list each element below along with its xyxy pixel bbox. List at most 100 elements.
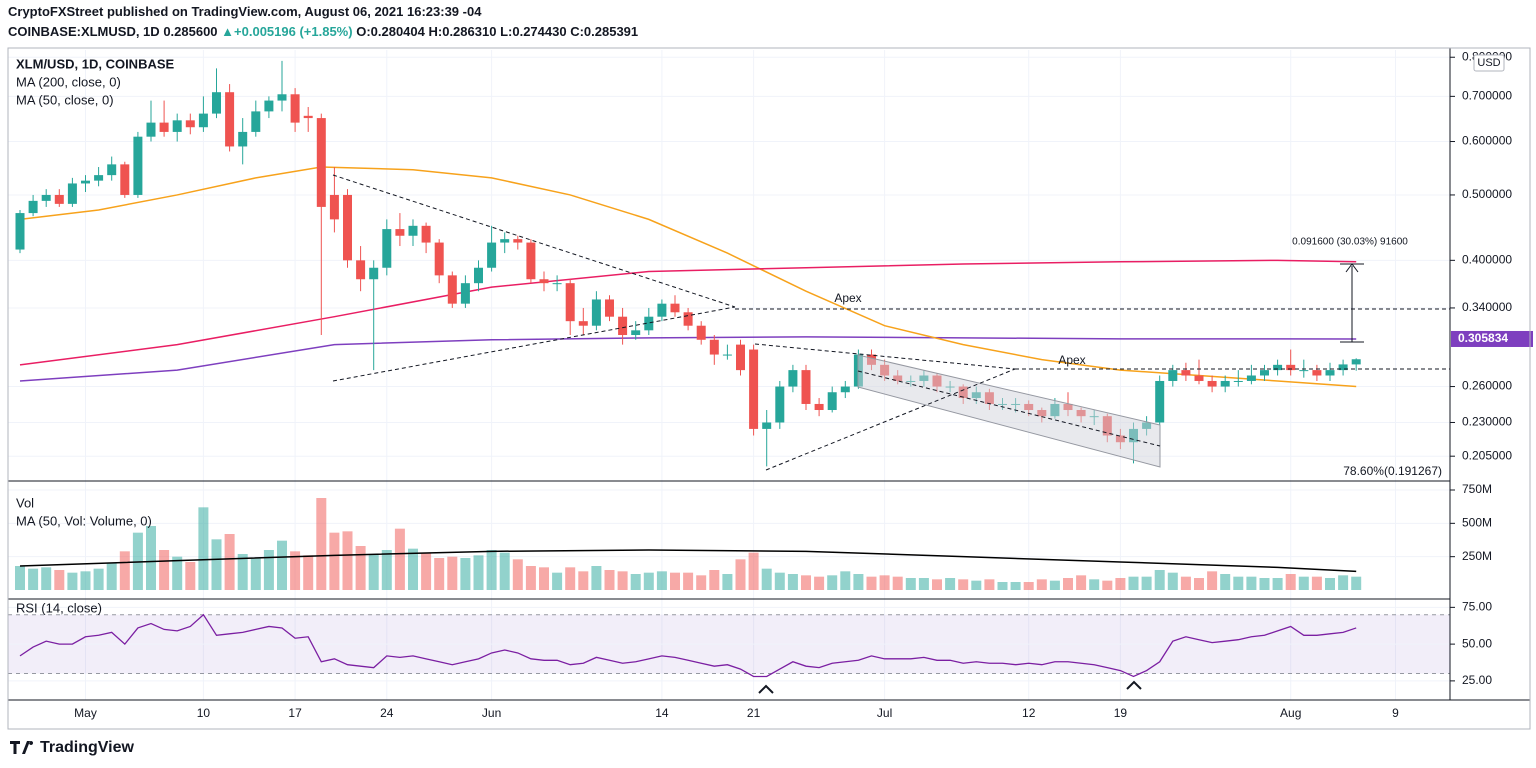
candle-body xyxy=(736,344,745,371)
candle-body xyxy=(775,386,785,423)
volume-bar xyxy=(565,567,576,590)
y-tick-label: 750M xyxy=(1462,482,1492,496)
candle-body xyxy=(696,325,706,340)
y-tick-label: 0.700000 xyxy=(1462,89,1512,103)
x-tick-label: 9 xyxy=(1392,706,1399,720)
publisher: CryptoFXStreet published on TradingView.… xyxy=(8,4,482,19)
volume-bar xyxy=(1063,578,1073,590)
volume-bar xyxy=(683,572,694,590)
candle-body xyxy=(303,115,313,119)
volume-bar xyxy=(853,574,864,590)
y-tick-label: 0.230000 xyxy=(1462,415,1512,429)
volume-bar xyxy=(984,579,995,590)
volume-bar xyxy=(250,558,261,590)
volume-bar xyxy=(827,575,838,590)
volume-bar xyxy=(1298,576,1309,590)
candle-body xyxy=(1181,370,1191,376)
volume-bar xyxy=(617,571,628,590)
candle-body xyxy=(670,303,680,313)
candle-body xyxy=(749,349,759,429)
volume-bar xyxy=(1285,574,1296,590)
candle-body xyxy=(198,113,208,128)
volume-bar xyxy=(277,540,287,590)
candle-body xyxy=(15,213,25,250)
volume-bar xyxy=(840,571,851,590)
candle-body xyxy=(709,339,719,355)
rsi-line xyxy=(19,613,1357,678)
candle-body xyxy=(382,229,392,268)
apex-label: Apex xyxy=(834,291,861,305)
candle-body xyxy=(251,111,261,132)
candle-body xyxy=(1233,380,1243,382)
volume-bar xyxy=(1180,576,1191,590)
volume-bar xyxy=(1259,578,1270,590)
candle-body xyxy=(356,260,366,280)
candle-body xyxy=(552,283,562,285)
volume-bar xyxy=(539,567,549,590)
x-tick-label: 14 xyxy=(655,706,669,720)
volume-bar xyxy=(932,579,942,590)
volume-bar xyxy=(1141,576,1152,590)
candle-body xyxy=(578,321,588,326)
candle-body xyxy=(1194,375,1204,381)
candle-body xyxy=(722,354,732,356)
volume-bar xyxy=(198,507,209,590)
ma-line xyxy=(19,336,1357,382)
channel-mid xyxy=(857,370,1161,447)
volume-bar xyxy=(1233,576,1244,590)
volume-bar xyxy=(656,571,667,590)
volume-bar xyxy=(80,571,91,590)
volume-bar xyxy=(421,552,432,590)
candle-body xyxy=(395,229,405,236)
candle-body xyxy=(591,299,601,326)
volume-bar xyxy=(1115,578,1126,590)
volume-bar xyxy=(945,578,956,590)
x-tick-label: 19 xyxy=(1114,706,1128,720)
candle-body xyxy=(369,267,379,280)
candle-body xyxy=(618,316,628,336)
volume-bar xyxy=(630,574,641,590)
y-tick-label: 0.340000 xyxy=(1462,300,1512,314)
x-tick-label: 24 xyxy=(380,706,394,720)
volume-bar xyxy=(591,566,602,590)
ma-line xyxy=(19,259,1357,366)
candle-body xyxy=(81,180,90,184)
candle-body xyxy=(605,299,614,317)
volume-bar xyxy=(368,554,379,590)
volume-bar xyxy=(159,550,170,590)
marks-layer: 0.8000000.7000000.6000000.5000000.400000… xyxy=(8,49,1533,720)
volume-bar xyxy=(525,566,536,590)
volume-bar xyxy=(41,567,52,590)
y-tick-label: 0.500000 xyxy=(1462,187,1512,201)
volume-bar xyxy=(434,558,445,590)
volume-bar xyxy=(460,558,471,590)
volume-bar xyxy=(54,570,65,590)
legend-entry: MA (50, Vol: Volume, 0) xyxy=(16,513,152,528)
candle-body xyxy=(1325,370,1335,376)
candle-body xyxy=(434,242,444,276)
volume-bar xyxy=(774,572,785,590)
candle-body xyxy=(1351,359,1361,365)
currency-box[interactable] xyxy=(1473,54,1505,72)
candle-body xyxy=(225,92,235,147)
volume-bar xyxy=(1076,575,1087,590)
candle-body xyxy=(474,267,483,284)
apex-label: Apex xyxy=(1058,353,1085,367)
candle-body xyxy=(277,94,287,101)
y-tick-label: 0.600000 xyxy=(1462,134,1512,148)
volume-bar xyxy=(172,556,183,590)
volume-bar xyxy=(1102,580,1113,590)
candle-body xyxy=(343,194,352,261)
price-tag xyxy=(1451,330,1533,347)
volume-bar xyxy=(1272,578,1283,590)
candle-body xyxy=(500,239,510,243)
volume-bar xyxy=(761,568,772,590)
low: L:0.274430 xyxy=(500,24,567,39)
pane-title: Vol xyxy=(16,495,34,510)
volume-bar xyxy=(748,552,759,590)
candle-body xyxy=(185,120,195,128)
candle-body xyxy=(1260,370,1269,376)
volume-bar xyxy=(1311,576,1322,590)
volume-bar xyxy=(329,532,340,590)
candle-body xyxy=(238,131,248,147)
